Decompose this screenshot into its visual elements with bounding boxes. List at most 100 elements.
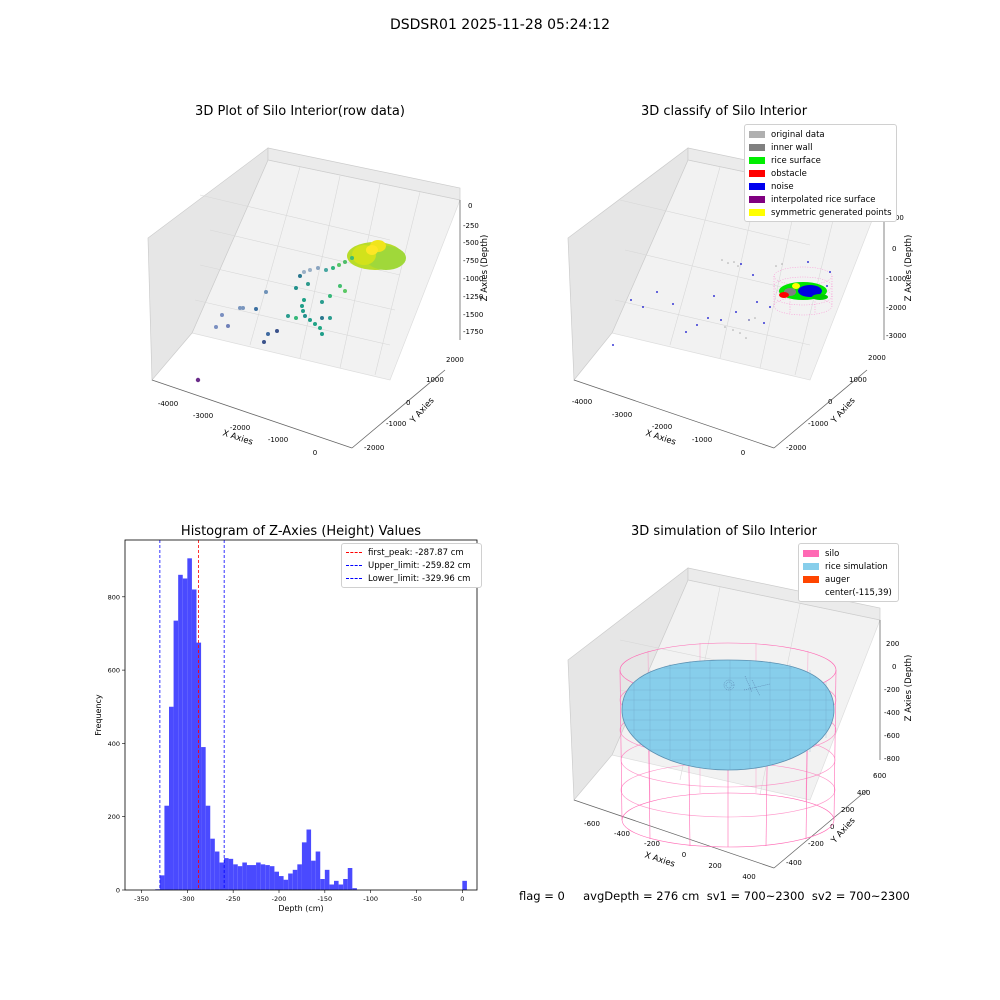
- histogram-bar: [462, 880, 467, 890]
- histogram-bar: [347, 868, 353, 890]
- legend-item: original data: [749, 128, 891, 141]
- histogram-bar: [320, 879, 325, 890]
- classify-z-label: Z Axies (Depth): [904, 235, 914, 302]
- histogram-x-tick-label: -200: [272, 895, 287, 903]
- simulation-ytick: -200: [808, 840, 824, 848]
- simulation-ztick: 0: [892, 663, 896, 671]
- histogram-bar: [201, 747, 206, 890]
- legend-swatch: [803, 589, 819, 596]
- histogram-bar: [178, 574, 183, 890]
- simulation-legend: silo rice simulation auger center(-115,3…: [798, 543, 899, 602]
- histogram-bar: [329, 884, 334, 890]
- histogram-x-tick-label: -50: [411, 895, 422, 903]
- legend-item: first_peak: -287.87 cm: [346, 546, 476, 559]
- raw-ztick: -1000: [463, 275, 483, 283]
- histogram-frame: [124, 539, 478, 891]
- simulation-xtick: 400: [742, 873, 755, 881]
- classify-ytick: 2000: [868, 354, 886, 362]
- legend-swatch: [803, 576, 819, 583]
- legend-swatch: [749, 196, 765, 203]
- simulation-xtick: 200: [708, 862, 721, 870]
- histogram-y-tick-label: 200: [108, 813, 120, 821]
- legend-line: [346, 578, 362, 579]
- histogram-bar: [265, 865, 270, 890]
- legend-item: center(-115,39): [803, 586, 893, 599]
- classify-y-label: Y Axies: [829, 395, 858, 426]
- histogram-y-tick-label: 600: [108, 667, 120, 675]
- legend-swatch: [749, 183, 765, 190]
- legend-swatch: [749, 131, 765, 138]
- raw-ytick: -1000: [386, 420, 406, 428]
- histogram-bar: [187, 558, 192, 890]
- classify-ytick: 1000: [849, 376, 867, 384]
- legend-label: Lower_limit: -329.96 cm: [368, 573, 471, 584]
- classify-ytick: -1000: [808, 420, 828, 428]
- simulation-xtick: -200: [644, 840, 660, 848]
- raw-ztick: -1500: [463, 311, 483, 319]
- histogram-bar: [242, 862, 247, 890]
- simulation-ytick: 200: [841, 806, 854, 814]
- histogram-x-label: Depth (cm): [278, 904, 323, 913]
- legend-item: rice surface: [749, 154, 891, 167]
- raw-plot-title: 3D Plot of Silo Interior(row data): [195, 104, 405, 119]
- raw-xtick: -2000: [230, 424, 250, 432]
- legend-item: symmetric generated points: [749, 206, 892, 219]
- legend-label: noise: [771, 181, 794, 192]
- classify-xtick: -3000: [612, 411, 632, 419]
- classify-ytick: -2000: [786, 444, 806, 452]
- histogram-bar: [311, 860, 316, 890]
- histogram-bar: [169, 706, 174, 890]
- legend-item: silo: [803, 547, 893, 560]
- simulation-xtick: 0: [682, 851, 686, 859]
- simulation-xtick: -600: [584, 820, 600, 828]
- classify-xtick: -1000: [692, 436, 712, 444]
- histogram-bar: [251, 865, 257, 890]
- classify-legend: original data inner wall rice surface ob…: [744, 124, 897, 222]
- legend-swatch: [803, 550, 819, 557]
- histogram-bar: [173, 620, 179, 890]
- legend-label: interpolated rice surface: [771, 194, 876, 205]
- legend-item: Lower_limit: -329.96 cm: [346, 572, 476, 585]
- histogram-bar: [237, 866, 243, 890]
- simulation-3d-plot: -600 -400 -200 0 200 400 600 400 200 0 -…: [567, 567, 914, 881]
- classify-plot-title: 3D classify of Silo Interior: [640, 104, 808, 119]
- classify-3d-plot: -4000 -3000 -2000 -1000 0 2000 1000 0 -1…: [567, 147, 914, 457]
- legend-item: auger: [803, 573, 893, 586]
- histogram-y-ticks: 0 200 400 600 800: [108, 593, 125, 895]
- legend-label: first_peak: -287.87 cm: [368, 547, 464, 558]
- classify-ztick: -2000: [886, 304, 906, 312]
- raw-ytick: 1000: [426, 376, 444, 384]
- histogram-chart: -350 -300 -250 -200 -150 -100 -50 0 0 200 400 600 8…: [94, 539, 478, 913]
- histogram-x-tick-label: 0: [460, 895, 464, 903]
- raw-ztick: 0: [468, 202, 472, 210]
- histogram-bar: [224, 858, 229, 890]
- classify-x-label: X Axies: [644, 428, 677, 447]
- legend-item: rice simulation: [803, 560, 893, 573]
- simulation-x-label: X Axies: [643, 850, 676, 869]
- legend-item: Upper_limit: -259.82 cm: [346, 559, 476, 572]
- histogram-bar: [233, 864, 238, 890]
- legend-label: auger: [825, 574, 850, 585]
- legend-swatch: [749, 209, 765, 216]
- raw-ztick: -500: [463, 239, 479, 247]
- histogram-x-tick-label: -100: [363, 895, 378, 903]
- legend-label: symmetric generated points: [771, 207, 892, 218]
- legend-item: inner wall: [749, 141, 891, 154]
- histogram-bar: [205, 805, 211, 890]
- simulation-ztick: 200: [886, 640, 899, 648]
- simulation-ytick: 0: [830, 823, 834, 831]
- simulation-ytick: 600: [873, 772, 886, 780]
- histogram-bar: [269, 866, 275, 890]
- histogram-bar: [283, 879, 289, 890]
- legend-label: rice simulation: [825, 561, 888, 572]
- raw-y-label: Y Axies: [408, 395, 437, 426]
- raw-ytick: 0: [406, 399, 410, 407]
- auger-marker: [723, 675, 771, 697]
- simulation-ytick: -400: [786, 859, 802, 867]
- raw-xtick: -4000: [158, 400, 178, 408]
- histogram-bar: [214, 851, 220, 890]
- classify-noise-points: [612, 261, 831, 346]
- simulation-ytick: 400: [857, 789, 870, 797]
- legend-item: interpolated rice surface: [749, 193, 891, 206]
- simulation-plot-title: 3D simulation of Silo Interior: [631, 524, 817, 539]
